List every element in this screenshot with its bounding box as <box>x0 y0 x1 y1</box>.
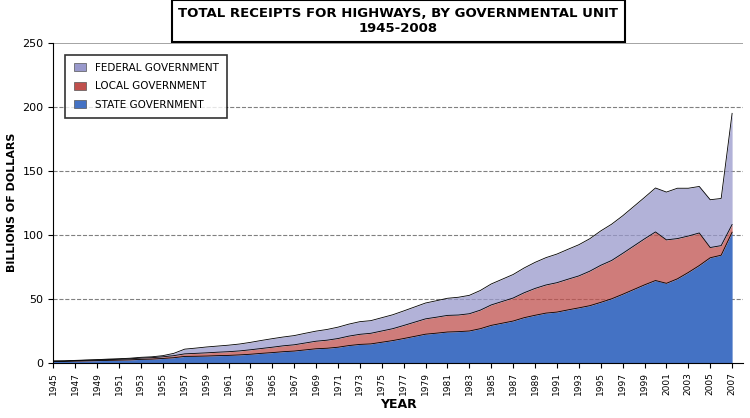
Legend: FEDERAL GOVERNMENT, LOCAL GOVERNMENT, STATE GOVERNMENT: FEDERAL GOVERNMENT, LOCAL GOVERNMENT, ST… <box>65 55 226 118</box>
X-axis label: YEAR: YEAR <box>380 398 416 411</box>
Y-axis label: BILLIONS OF DOLLARS: BILLIONS OF DOLLARS <box>7 133 17 273</box>
Title: TOTAL RECEIPTS FOR HIGHWAYS, BY GOVERNMENTAL UNIT
1945-2008: TOTAL RECEIPTS FOR HIGHWAYS, BY GOVERNME… <box>178 7 618 35</box>
